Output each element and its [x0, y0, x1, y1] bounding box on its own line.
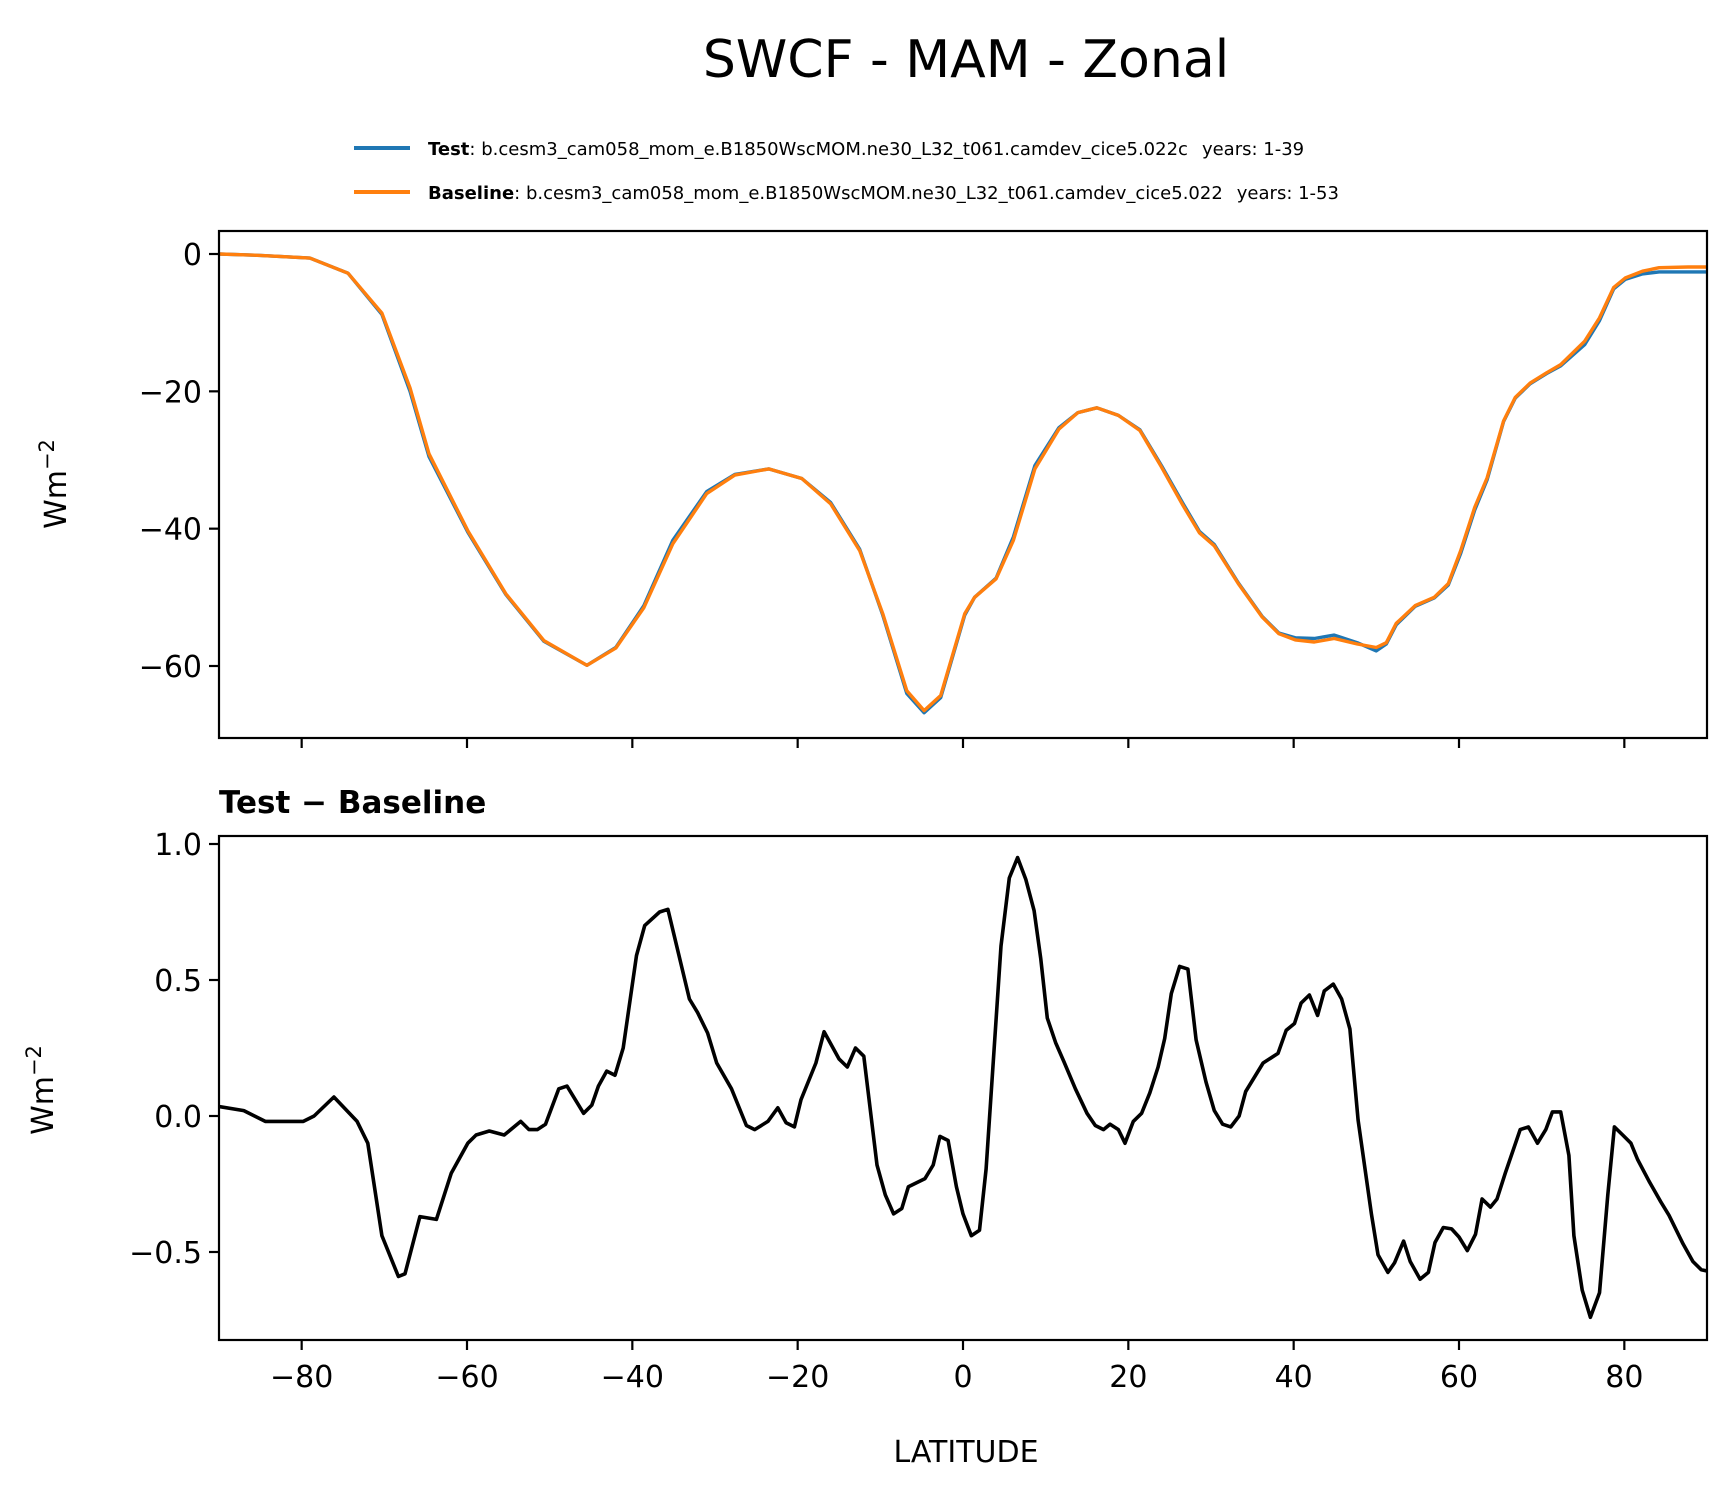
legend-years-test: years: 1-39 — [1202, 139, 1304, 160]
difference-panel-title: Test − Baseline — [219, 785, 486, 821]
x-tick-label: 0 — [953, 1360, 972, 1395]
x-axis-label: LATITUDE — [893, 1435, 1038, 1470]
top-panel-lines — [219, 252, 1707, 715]
bottom-panel-xticks: −80 −60 −40 −20 0 20 40 60 80 — [270, 1340, 1643, 1395]
legend-name-test: Test — [428, 139, 470, 160]
top-panel: 0 −20 −40 −60 Wm−2 — [35, 229, 1709, 748]
y-tick-label: 0.5 — [154, 964, 202, 999]
legend-name-baseline: Baseline — [428, 183, 514, 204]
legend-desc-test: b.cesm3_cam058_mom_e.B1850WscMOM.ne30_L3… — [481, 139, 1188, 160]
y-tick-label: 1.0 — [154, 828, 202, 863]
bottom-panel: Test − Baseline 1.00.50.0−0.5 −80 −60 −40−… — [22, 785, 1709, 1470]
y-tick-label: −60 — [139, 650, 202, 685]
x-tick-label: −40 — [601, 1360, 664, 1395]
figure-title: SWCF - MAM - Zonal — [703, 30, 1229, 90]
y-tick-label: 0.0 — [154, 1100, 202, 1135]
ylabel-exponent: −2 — [35, 439, 59, 470]
legend-colon: : — [469, 139, 481, 160]
legend-desc-baseline: b.cesm3_cam058_mom_e.B1850WscMOM.ne30_L3… — [526, 183, 1223, 204]
legend-years-baseline: years: 1-53 — [1237, 183, 1339, 204]
bottom-panel-ylabel: Wm−2 — [22, 1045, 61, 1135]
y-tick-label: 0 — [183, 238, 202, 273]
legend-colon: : — [514, 183, 526, 204]
top-panel-ylabel: Wm−2 — [35, 439, 74, 529]
series-line-baseline — [219, 252, 1707, 713]
series-line-test-baseline — [219, 855, 1707, 1320]
top-panel-yticks: 0 −20 −40 −60 — [139, 238, 219, 685]
ylabel-exponent: −2 — [22, 1045, 46, 1076]
y-tick-label: −0.5 — [129, 1236, 202, 1271]
legend-label-baseline: Baseline: b.cesm3_cam058_mom_e.B1850WscM… — [428, 183, 1339, 204]
x-tick-label: 80 — [1605, 1360, 1643, 1395]
x-tick-label: −80 — [270, 1360, 333, 1395]
x-tick-label: 60 — [1440, 1360, 1478, 1395]
bottom-panel-lines — [219, 855, 1707, 1320]
x-tick-label: 40 — [1275, 1360, 1313, 1395]
top-panel-xticks — [300, 738, 1626, 748]
bottom-panel-yticks: 1.0 0.5 0.0 −0.5 — [129, 828, 219, 1271]
x-tick-label: 20 — [1109, 1360, 1147, 1395]
y-tick-label: −20 — [139, 375, 202, 410]
bottom-panel-frame — [217, 834, 1709, 1342]
y-tick-label: −40 — [139, 513, 202, 548]
legend: Test: b.cesm3_cam058_mom_e.B1850WscMOM.n… — [354, 139, 1339, 204]
x-tick-label: −60 — [435, 1360, 498, 1395]
legend-label-test: Test: b.cesm3_cam058_mom_e.B1850WscMOM.n… — [428, 139, 1304, 160]
x-tick-label: −20 — [766, 1360, 829, 1395]
